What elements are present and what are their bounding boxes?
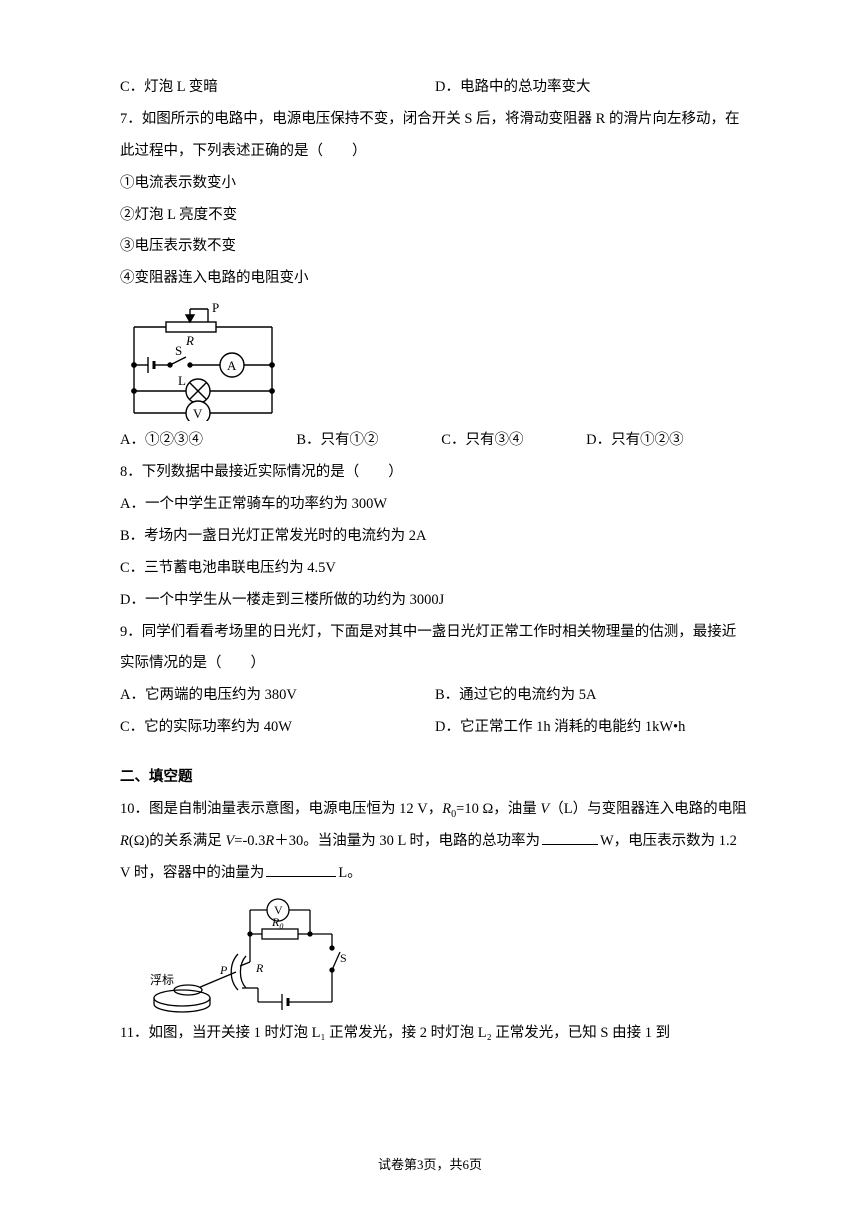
q9-opt-d: D．它正常工作 1h 消耗的电能约 1kW•h: [435, 712, 750, 744]
q10-label-p: P: [219, 963, 228, 977]
q9-opt-c: C．它的实际功率约为 40W: [120, 712, 435, 744]
q10-t3: （L）与变阻器连入电路的电阻: [549, 801, 746, 817]
q10-t6: ＋30。当油量为 30 L 时，电路的总功率为: [274, 833, 540, 849]
q7-opt-a: A．①②③④: [120, 425, 296, 457]
q6-opt-d: D．电路中的总功率变大: [435, 72, 750, 104]
q9-options-ab: A．它两端的电压约为 380V B．通过它的电流约为 5A: [120, 680, 750, 712]
q10-t4: (Ω)的关系满足: [129, 833, 226, 849]
q7-circuit-diagram: P R S A L V: [120, 299, 750, 421]
q7-label-p: P: [212, 300, 219, 315]
q7-label-s: S: [175, 343, 182, 358]
q11-stem: 11．如图，当开关接 1 时灯泡 L₁ 正常发光，接 2 时灯泡 L₂ 正常发光…: [120, 1018, 750, 1050]
q7-label-v: V: [193, 406, 203, 421]
q6-options-cd: C．灯泡 L 变暗 D．电路中的总功率变大: [120, 72, 750, 104]
q7-label-l: L: [178, 373, 186, 388]
q9-options-cd: C．它的实际功率约为 40W D．它正常工作 1h 消耗的电能约 1kW•h: [120, 712, 750, 744]
q7-label-a: A: [227, 358, 237, 373]
q9-opt-b: B．通过它的电流约为 5A: [435, 680, 750, 712]
q8-opt-c: C．三节蓄电池串联电压约为 4.5V: [120, 553, 750, 585]
q10-t2: =10 Ω，油量: [456, 801, 540, 817]
q10-stem: 10．图是自制油量表示意图，电源电压恒为 12 V，R0=10 Ω，油量 V（L…: [120, 794, 750, 890]
q10-label-float: 浮标: [150, 973, 174, 987]
q7-opt-d: D．只有①②③: [586, 425, 731, 457]
page-footer: 试卷第3页，共6页: [0, 1151, 860, 1180]
q7-opt-c: C．只有③④: [441, 425, 586, 457]
q8-opt-b: B．考场内一盏日光灯正常发光时的电流约为 2A: [120, 521, 750, 553]
q7-stem: 7．如图所示的电路中，电源电压保持不变，闭合开关 S 后，将滑动变阻器 R 的滑…: [120, 104, 750, 168]
section-2-title: 二、填空题: [120, 762, 750, 794]
q7-s4: ④变阻器连入电路的电阻变小: [120, 263, 750, 295]
q7-label-r: R: [185, 333, 194, 348]
q10-t8: L。: [338, 865, 361, 881]
q10-blank-1[interactable]: [542, 831, 598, 846]
q9-stem: 9．同学们看看考场里的日光灯，下面是对其中一盏日光灯正常工作时相关物理量的估测，…: [120, 617, 750, 681]
q10-t1: 10．图是自制油量表示意图，电源电压恒为 12 V，: [120, 801, 442, 817]
q8-opt-a: A．一个中学生正常骑车的功率约为 300W: [120, 489, 750, 521]
q10-blank-2[interactable]: [266, 863, 336, 878]
q10-label-r: R: [255, 961, 264, 975]
q9-opt-a: A．它两端的电压约为 380V: [120, 680, 435, 712]
q6-opt-c: C．灯泡 L 变暗: [120, 72, 435, 104]
q10-t5: =-0.3: [234, 833, 265, 849]
q10-label-s: S: [340, 951, 347, 965]
q10-oil-gauge-diagram: V R0 R P S 浮标: [150, 894, 750, 1014]
q7-opt-b: B．只有①②: [296, 425, 441, 457]
q7-s1: ①电流表示数变小: [120, 168, 750, 200]
q8-opt-d: D．一个中学生从一楼走到三楼所做的功约为 3000J: [120, 585, 750, 617]
q8-stem: 8．下列数据中最接近实际情况的是（ ）: [120, 457, 750, 489]
q10-label-r0: R0: [271, 915, 283, 931]
q7-options: A．①②③④ B．只有①② C．只有③④ D．只有①②③: [120, 425, 750, 457]
q7-s3: ③电压表示数不变: [120, 231, 750, 263]
q7-s2: ②灯泡 L 亮度不变: [120, 200, 750, 232]
